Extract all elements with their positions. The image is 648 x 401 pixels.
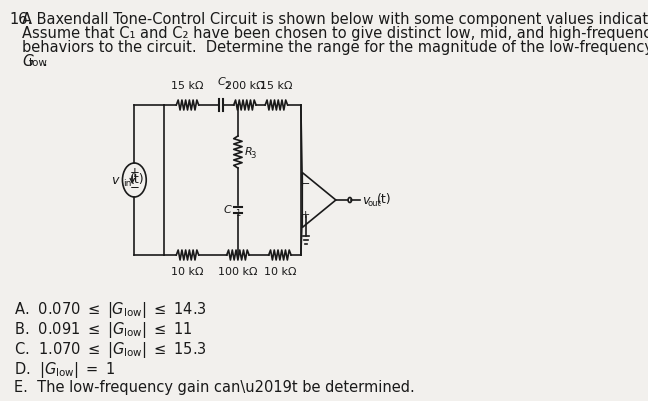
Text: in: in (123, 178, 132, 188)
Text: (t): (t) (377, 194, 392, 207)
Text: 3: 3 (251, 152, 256, 160)
Text: 15 kΩ: 15 kΩ (260, 81, 293, 91)
Text: +: + (301, 211, 310, 221)
Text: C: C (217, 77, 225, 87)
Text: v: v (362, 194, 370, 207)
Text: E.  The low-frequency gain can\u2019t be determined.: E. The low-frequency gain can\u2019t be … (14, 380, 415, 395)
Text: −: − (301, 180, 310, 190)
Text: 10 kΩ: 10 kΩ (171, 267, 203, 277)
Text: −: − (130, 182, 139, 194)
Text: out: out (367, 198, 381, 207)
Text: v: v (111, 174, 119, 186)
Text: (t): (t) (130, 174, 145, 186)
Text: +: + (130, 166, 139, 180)
Text: behaviors to the circuit.  Determine the range for the magnitude of the low-freq: behaviors to the circuit. Determine the … (23, 40, 648, 55)
Text: C: C (223, 205, 231, 215)
Text: A Baxendall Tone-Control Circuit is shown below with some component values indic: A Baxendall Tone-Control Circuit is show… (23, 12, 648, 27)
Text: 16.: 16. (10, 12, 33, 27)
Text: R: R (245, 147, 253, 157)
Text: G: G (23, 54, 34, 69)
Text: Assume that C₁ and C₂ have been chosen to give distinct low, mid, and high-frequ: Assume that C₁ and C₂ have been chosen t… (23, 26, 648, 41)
Text: A.  0.070 $\leq$ $|G_{\mathrm{low}}|$ $\leq$ 14.3: A. 0.070 $\leq$ $|G_{\mathrm{low}}|$ $\l… (14, 300, 207, 320)
Text: C.  1.070 $\leq$ $|G_{\mathrm{low}}|$ $\leq$ 15.3: C. 1.070 $\leq$ $|G_{\mathrm{low}}|$ $\l… (14, 340, 207, 360)
Text: low: low (29, 58, 47, 68)
Text: 2: 2 (225, 82, 230, 91)
Text: B.  0.091 $\leq$ $|G_{\mathrm{low}}|$ $\leq$ 11: B. 0.091 $\leq$ $|G_{\mathrm{low}}|$ $\l… (14, 320, 192, 340)
Text: .: . (42, 54, 47, 69)
Text: D.  $|G_{\mathrm{low}}|$ $=$ 1: D. $|G_{\mathrm{low}}|$ $=$ 1 (14, 360, 115, 380)
Text: 200 kΩ: 200 kΩ (225, 81, 264, 91)
Text: 10 kΩ: 10 kΩ (264, 267, 296, 277)
Text: 1: 1 (235, 209, 240, 219)
Text: 15 kΩ: 15 kΩ (171, 81, 203, 91)
Text: 100 kΩ: 100 kΩ (218, 267, 258, 277)
